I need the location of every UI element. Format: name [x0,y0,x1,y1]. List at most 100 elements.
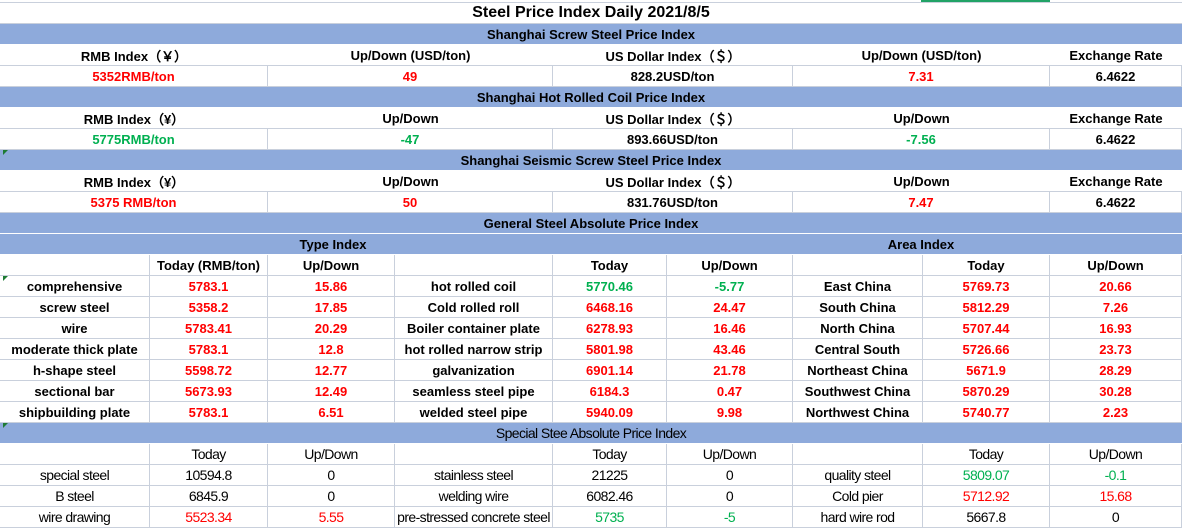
column-header[interactable]: US Dollar Index（＄） [605,174,741,190]
column-header[interactable] [395,255,553,275]
column-header[interactable]: RMB Index（￥） [80,48,188,64]
column-header[interactable]: US Dollar Index（＄） [605,48,741,64]
value-cell[interactable]: 50 [268,192,553,212]
column-header[interactable]: Up/Down [667,444,793,464]
section-title[interactable]: Shanghai Seismic Screw Steel Price Index [460,152,722,168]
sheet-title[interactable]: Steel Price Index Daily 2021/8/5 [472,4,710,21]
value-cell[interactable]: 6.4622 [1050,129,1182,149]
today-value[interactable]: 5783.41 [150,318,268,338]
item-name[interactable]: seamless steel pipe [395,381,553,401]
item-name[interactable]: hot rolled narrow strip [395,339,553,359]
value-cell[interactable]: 7.31 [793,66,1050,86]
value-cell[interactable]: 6.4622 [1050,66,1182,86]
column-header[interactable] [0,444,150,464]
updown-value[interactable]: 15.86 [268,276,395,296]
today-value[interactable]: 5783.1 [150,339,268,359]
updown-value[interactable]: 0.47 [667,381,793,401]
updown-value[interactable]: 20.29 [268,318,395,338]
today-value[interactable]: 6278.93 [553,318,667,338]
today-value[interactable]: 6184.3 [553,381,667,401]
item-name[interactable]: North China [793,318,923,338]
updown-value[interactable]: 20.66 [1050,276,1182,296]
value-cell[interactable]: 831.76USD/ton [553,192,793,212]
item-name[interactable]: East China [793,276,923,296]
column-header[interactable]: Up/Down [382,173,439,189]
column-header[interactable]: RMB Index（¥） [83,111,185,127]
item-name[interactable]: Boiler container plate [395,318,553,338]
updown-value[interactable]: 0 [268,465,395,485]
updown-value[interactable]: 30.28 [1050,381,1182,401]
value-cell[interactable]: 6.4622 [1050,192,1182,212]
today-value[interactable]: 21225 [553,465,667,485]
column-header[interactable]: Today [923,255,1050,275]
updown-value[interactable]: 0 [1050,507,1182,527]
updown-value[interactable]: 16.93 [1050,318,1182,338]
updown-value[interactable]: 2.23 [1050,402,1182,422]
today-value[interactable]: 6845.9 [150,486,268,506]
item-name[interactable]: special steel [0,465,150,485]
item-name[interactable]: quality steel [793,465,923,485]
today-value[interactable]: 5598.72 [150,360,268,380]
column-header[interactable]: Up/Down (USD/ton) [350,47,471,63]
item-name[interactable]: h-shape steel [0,360,150,380]
value-cell[interactable]: -47 [268,129,553,149]
column-header[interactable]: Up/Down (USD/ton) [861,47,982,63]
updown-value[interactable]: -0.1 [1050,465,1182,485]
updown-value[interactable]: 16.46 [667,318,793,338]
updown-value[interactable]: 7.26 [1050,297,1182,317]
today-value[interactable]: 5940.09 [553,402,667,422]
item-name[interactable]: Southwest China [793,381,923,401]
column-header[interactable]: Up/Down [382,110,439,126]
updown-value[interactable]: 17.85 [268,297,395,317]
column-header[interactable]: RMB Index（¥） [83,174,185,190]
item-name[interactable]: sectional bar [0,381,150,401]
updown-value[interactable]: -5 [667,507,793,527]
column-header[interactable]: Today [553,255,667,275]
today-value[interactable]: 5812.29 [923,297,1050,317]
today-value[interactable]: 5707.44 [923,318,1050,338]
column-header[interactable]: Up/Down [268,444,395,464]
value-cell[interactable]: 828.2USD/ton [553,66,793,86]
updown-value[interactable]: -5.77 [667,276,793,296]
item-name[interactable]: Cold pier [793,486,923,506]
column-header[interactable]: Today [923,444,1050,464]
section-title[interactable]: Special Stee Absolute Price Index [495,425,687,441]
column-header[interactable]: Up/Down [1050,255,1182,275]
column-header[interactable]: Up/Down [893,110,950,126]
value-cell[interactable]: 893.66USD/ton [553,129,793,149]
section-title[interactable]: Shanghai Hot Rolled Coil Price Index [476,89,706,105]
value-cell[interactable]: 49 [268,66,553,86]
item-name[interactable]: Northwest China [793,402,923,422]
today-value[interactable]: 6901.14 [553,360,667,380]
updown-value[interactable]: 15.68 [1050,486,1182,506]
value-cell[interactable]: 7.47 [793,192,1050,212]
column-header[interactable] [793,255,923,275]
today-value[interactable]: 5523.34 [150,507,268,527]
value-cell[interactable]: 5775RMB/ton [0,129,268,149]
item-name[interactable]: hot rolled coil [395,276,553,296]
item-name[interactable]: galvanization [395,360,553,380]
updown-value[interactable]: 9.98 [667,402,793,422]
item-name[interactable]: hard wire rod [793,507,923,527]
today-value[interactable]: 5801.98 [553,339,667,359]
column-header[interactable]: Up/Down [1050,444,1182,464]
today-value[interactable]: 5783.1 [150,402,268,422]
column-header[interactable]: Today [150,444,268,464]
updown-value[interactable]: 12.8 [268,339,395,359]
today-value[interactable]: 6082.46 [553,486,667,506]
item-name[interactable]: Cold rolled roll [395,297,553,317]
column-header[interactable]: Today (RMB/ton) [150,255,268,275]
today-value[interactable]: 5769.73 [923,276,1050,296]
column-header[interactable]: Up/Down [268,255,395,275]
column-header[interactable]: Up/Down [893,173,950,189]
item-name[interactable]: South China [793,297,923,317]
today-value[interactable]: 10594.8 [150,465,268,485]
updown-value[interactable]: 0 [268,486,395,506]
column-header[interactable]: US Dollar Index（＄） [605,111,741,127]
today-value[interactable]: 5726.66 [923,339,1050,359]
value-cell[interactable]: -7.56 [793,129,1050,149]
today-value[interactable]: 5770.46 [553,276,667,296]
column-header[interactable] [395,444,553,464]
item-name[interactable]: wire [0,318,150,338]
updown-value[interactable]: 28.29 [1050,360,1182,380]
